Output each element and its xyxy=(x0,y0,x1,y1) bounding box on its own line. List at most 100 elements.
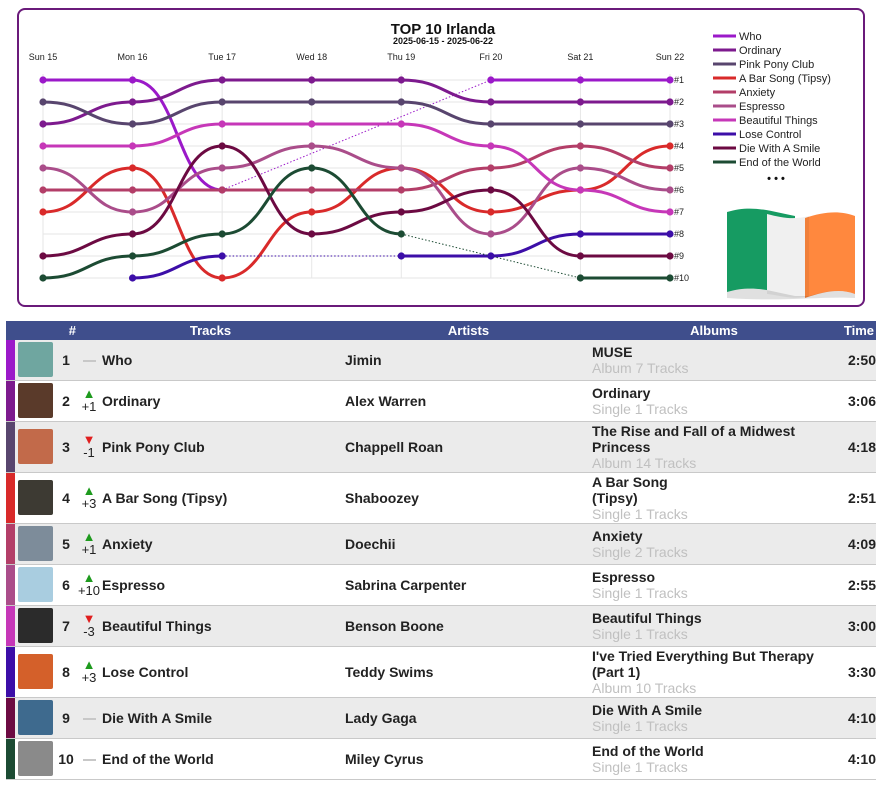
midwest-princess-cover-icon[interactable] xyxy=(18,429,53,464)
series-point[interactable] xyxy=(218,274,226,282)
album-cell[interactable]: End of the World Single 1 Tracks xyxy=(592,738,836,780)
track-name[interactable]: Beautiful Things xyxy=(102,605,345,647)
series-point[interactable] xyxy=(397,98,405,106)
die-with-a-smile-cover-icon[interactable] xyxy=(18,700,53,735)
ordinary-cover-icon[interactable] xyxy=(18,383,53,418)
series-point[interactable] xyxy=(128,164,137,172)
series-point[interactable] xyxy=(576,252,585,260)
series-point[interactable] xyxy=(128,186,137,194)
album-cell[interactable]: Die With A Smile Single 1 Tracks xyxy=(592,697,836,739)
series-point[interactable] xyxy=(39,186,47,194)
album-cell[interactable]: Beautiful Things Single 1 Tracks xyxy=(592,605,836,647)
series-point[interactable] xyxy=(576,98,585,106)
series-point[interactable] xyxy=(666,120,674,128)
series-point[interactable] xyxy=(487,76,495,84)
table-row[interactable]: 9 Die With A Smile Lady Gaga Die With A Smi… xyxy=(6,697,876,739)
track-name[interactable]: Pink Pony Club xyxy=(102,421,345,473)
series-point[interactable] xyxy=(218,142,226,150)
series-point[interactable] xyxy=(128,98,137,106)
artist-name[interactable]: Benson Boone xyxy=(345,605,592,647)
series-point[interactable] xyxy=(576,76,585,84)
series-point[interactable] xyxy=(39,142,47,150)
artist-name[interactable]: Doechii xyxy=(345,523,592,565)
artist-name[interactable]: Shaboozey xyxy=(345,472,592,524)
series-point[interactable] xyxy=(218,164,226,172)
track-name[interactable]: Die With A Smile xyxy=(102,697,345,739)
series-point[interactable] xyxy=(308,142,316,150)
track-name[interactable]: Anxiety xyxy=(102,523,345,565)
series-point[interactable] xyxy=(39,120,47,128)
series-point[interactable] xyxy=(487,252,495,260)
series-point[interactable] xyxy=(397,120,405,128)
series-point[interactable] xyxy=(397,252,405,260)
series-point[interactable] xyxy=(487,120,495,128)
series-point[interactable] xyxy=(397,208,405,216)
series-point[interactable] xyxy=(218,98,226,106)
series-point[interactable] xyxy=(576,164,585,172)
table-row[interactable]: 4 ▲ +3 A Bar Song (Tipsy) Shaboozey A Bar Son… xyxy=(6,472,876,524)
album-cell[interactable]: MUSE Album 7 Tracks xyxy=(592,340,836,381)
series-point[interactable] xyxy=(576,230,585,238)
artist-name[interactable]: Sabrina Carpenter xyxy=(345,564,592,606)
series-point[interactable] xyxy=(487,230,495,238)
series-point[interactable] xyxy=(39,274,47,282)
muse-album-cover-icon[interactable] xyxy=(18,342,53,378)
series-point[interactable] xyxy=(666,274,674,282)
series-point[interactable] xyxy=(218,230,226,238)
series-point[interactable] xyxy=(128,274,137,282)
artist-name[interactable]: Alex Warren xyxy=(345,380,592,422)
track-name[interactable]: Who xyxy=(102,340,345,381)
anxiety-cover-icon[interactable] xyxy=(18,526,53,561)
series-point[interactable] xyxy=(666,208,674,216)
therapy-cover-icon[interactable] xyxy=(18,654,53,689)
table-row[interactable]: 2 ▲ +1 Ordinary Alex Warren Ordinary Single 1 … xyxy=(6,380,876,422)
table-row[interactable]: 3 ▼ -1 Pink Pony Club Chappell Roan The Rise … xyxy=(6,421,876,473)
album-cell[interactable]: Espresso Single 1 Tracks xyxy=(592,564,836,606)
track-name[interactable]: End of the World xyxy=(102,738,345,780)
series-point[interactable] xyxy=(487,98,495,106)
series-point[interactable] xyxy=(39,76,47,84)
series-point[interactable] xyxy=(308,208,316,216)
series-point[interactable] xyxy=(39,98,47,106)
series-point[interactable] xyxy=(576,274,585,282)
series-point[interactable] xyxy=(397,186,405,194)
series-point[interactable] xyxy=(666,98,674,106)
series-point[interactable] xyxy=(308,120,316,128)
series-point[interactable] xyxy=(666,76,674,84)
table-row[interactable]: 1 Who Jimin MUSE Album 7 Tracks 2:50 xyxy=(6,340,876,381)
table-row[interactable]: 7 ▼ -3 Beautiful Things Benson Boone Beautifu… xyxy=(6,605,876,647)
series-point[interactable] xyxy=(666,142,674,150)
artist-name[interactable]: Chappell Roan xyxy=(345,421,592,473)
series-point[interactable] xyxy=(128,230,137,238)
series-point[interactable] xyxy=(218,76,226,84)
series-point[interactable] xyxy=(308,230,316,238)
series-point[interactable] xyxy=(397,164,405,172)
series-point[interactable] xyxy=(397,76,405,84)
end-of-the-world-cover-icon[interactable] xyxy=(18,741,53,776)
track-name[interactable]: Lose Control xyxy=(102,646,345,698)
espresso-cover-icon[interactable] xyxy=(18,567,53,602)
series-point[interactable] xyxy=(128,208,137,216)
series-point[interactable] xyxy=(666,252,674,260)
series-point[interactable] xyxy=(666,164,674,172)
series-point[interactable] xyxy=(308,164,316,172)
artist-name[interactable]: Teddy Swims xyxy=(345,646,592,698)
series-point[interactable] xyxy=(576,120,585,128)
series-point[interactable] xyxy=(218,186,226,194)
series-point[interactable] xyxy=(576,186,585,194)
series-point[interactable] xyxy=(128,252,137,260)
series-point[interactable] xyxy=(218,120,226,128)
series-point[interactable] xyxy=(128,76,137,84)
series-point[interactable] xyxy=(487,208,495,216)
track-name[interactable]: Ordinary xyxy=(102,380,345,422)
series-point[interactable] xyxy=(666,230,674,238)
series-point[interactable] xyxy=(308,98,316,106)
bar-song-cover-icon[interactable] xyxy=(18,480,53,515)
table-row[interactable]: 5 ▲ +1 Anxiety Doechii Anxiety Single 2 Tracks… xyxy=(6,523,876,565)
series-point[interactable] xyxy=(487,142,495,150)
series-point[interactable] xyxy=(397,230,405,238)
series-point[interactable] xyxy=(576,142,585,150)
series-point[interactable] xyxy=(308,186,316,194)
artist-name[interactable]: Jimin xyxy=(345,340,592,381)
track-name[interactable]: Espresso xyxy=(102,564,345,606)
